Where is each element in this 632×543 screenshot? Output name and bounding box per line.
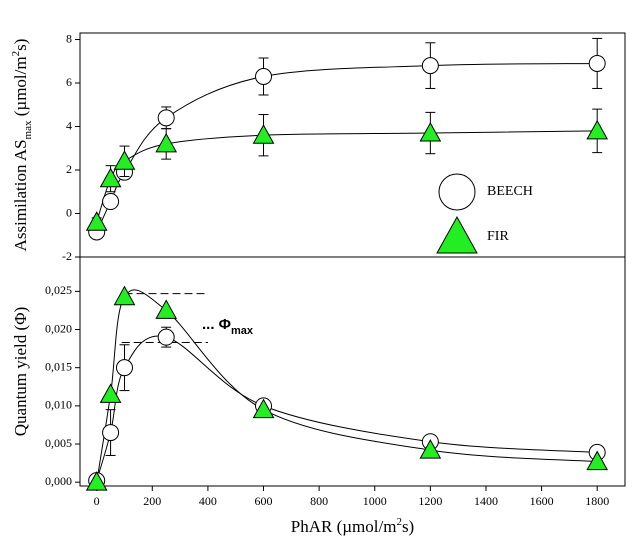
point [102,424,120,442]
plot-frame [79,256,626,487]
x-tick-label: 400 [199,494,217,508]
y-axis-title: Quantum yield (Φ) [11,307,30,437]
point [102,193,120,211]
x-tick-label: 1600 [530,494,554,508]
point [586,450,609,471]
label-part: max [231,325,254,337]
y-tick-label: 0,000 [45,474,72,488]
point [586,119,609,140]
point [99,167,122,188]
y-tick-label: 0,015 [45,359,72,373]
x-tick-label: 0 [94,494,100,508]
point [255,67,273,85]
y-tick-label: 0,005 [45,436,72,450]
x-tick-label: 1000 [363,494,387,508]
point [85,211,108,231]
x-tick-label: 1400 [474,494,498,508]
point [252,398,275,419]
point [113,285,136,306]
y-tick-label: 0,025 [45,283,72,297]
y-tick-label: 8 [66,31,72,45]
x-tick-label: 800 [310,494,328,508]
y-tick-label: 4 [66,118,72,132]
label-part: s) [11,39,30,51]
legend-label: BEECH [487,184,533,199]
point [99,383,122,403]
point [421,57,439,75]
legend-marker [438,173,476,211]
legend-label: FIR [487,229,509,244]
point [157,109,175,127]
point [85,471,108,491]
label-part: PhAR (µmol/m [291,517,397,536]
fit-curve [96,335,598,481]
x-axis-title: PhAR (µmol/m2s) [291,516,414,536]
point [113,150,136,170]
label-part: Assimilation AS [11,139,30,251]
label-part: max [22,120,34,139]
point [588,54,606,72]
y-tick-label: 6 [66,75,72,89]
legend-marker [436,215,478,254]
y-tick-label: 2 [66,162,72,176]
point [419,439,442,459]
x-tick-label: 200 [143,494,161,508]
point [252,124,275,144]
point [157,328,175,346]
label-part: 2 [10,51,22,57]
y-tick-label: 0,010 [45,398,72,412]
label-part: (µmol/m [11,56,30,120]
y-tick-label: 0,020 [45,321,72,335]
y-tick-label: 0 [66,205,72,219]
label-part: 2 [396,516,402,528]
x-tick-label: 1200 [418,494,442,508]
point [155,299,178,319]
point [115,359,133,377]
point [155,132,178,153]
label-part: ... Φ [202,316,231,333]
y-tick-label: -2 [62,249,72,263]
annotation: ... Φmax [202,316,254,337]
x-tick-label: 1800 [585,494,609,508]
point [419,122,442,142]
label-part: Quantum yield (Φ) [11,307,30,437]
label-part: s) [402,517,414,536]
x-tick-label: 600 [255,494,273,508]
y-axis-title: Assimilation ASmax (µmol/m2s) [10,39,34,252]
